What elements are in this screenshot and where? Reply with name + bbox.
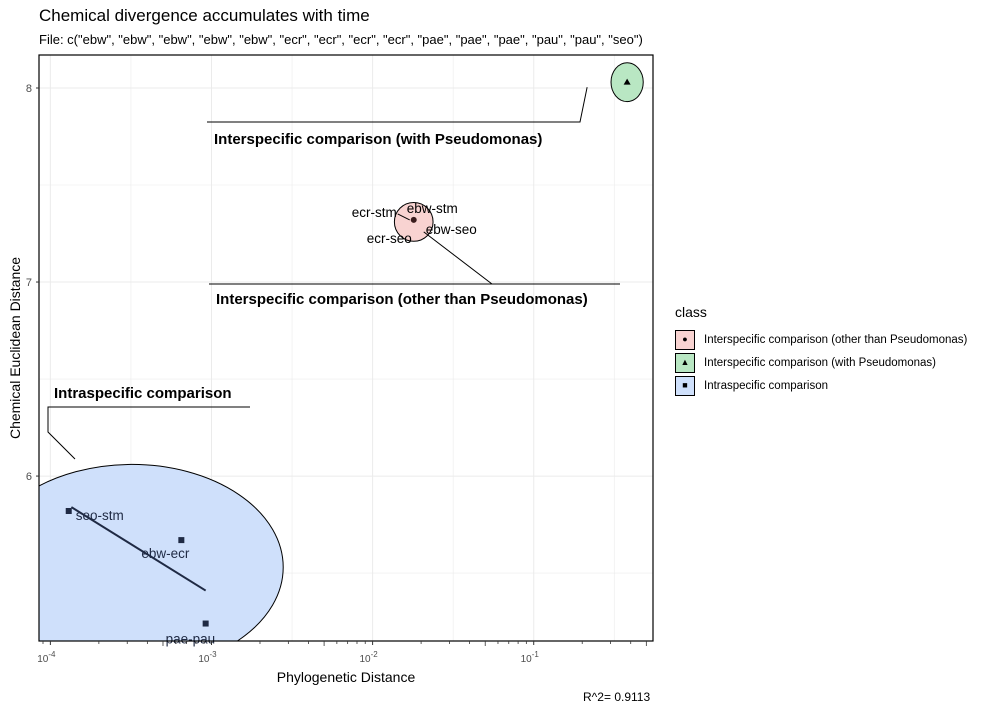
x-tick-label: 10-4 bbox=[37, 650, 56, 665]
y-axis-title: Chemical Euclidean Distance bbox=[7, 257, 23, 439]
point-label: ecr-stm bbox=[352, 205, 397, 220]
annotation-label-other: Interspecific comparison (other than Pse… bbox=[216, 291, 588, 308]
data-point-intra bbox=[65, 507, 72, 514]
point-label: ebw-ecr bbox=[141, 546, 190, 561]
ellipse-intra bbox=[39, 463, 284, 641]
legend-title: class bbox=[675, 304, 707, 320]
legend-label: Intraspecific comparison bbox=[704, 379, 828, 392]
x-axis-title: Phylogenetic Distance bbox=[277, 669, 416, 685]
label-connector bbox=[397, 213, 410, 221]
x-tick-label: 10-3 bbox=[198, 650, 217, 665]
legend-label: Interspecific comparison (other than Pse… bbox=[704, 333, 968, 346]
annotation-leader bbox=[207, 87, 588, 123]
data-point-intra bbox=[178, 537, 185, 544]
point-label: ecr-seo bbox=[367, 231, 412, 246]
data-point-pseudomonas bbox=[623, 78, 631, 85]
chart-title: Chemical divergence accumulates with tim… bbox=[39, 6, 370, 25]
fit-line bbox=[70, 506, 207, 592]
data-point-other bbox=[410, 216, 417, 223]
legend-item-pseudomonas: ▲ Interspecific comparison (with Pseudom… bbox=[675, 351, 967, 374]
point-label: ebw-seo bbox=[426, 222, 477, 237]
point-labels: seo-stm ebw-ecr pae-pau ecr-stm ebw-stm ebw-s… bbox=[76, 201, 477, 647]
r-squared-note: R^2= 0.9113 bbox=[583, 690, 651, 704]
points bbox=[65, 78, 631, 627]
y-tick-label: 7 bbox=[26, 277, 32, 289]
point-label: seo-stm bbox=[76, 508, 124, 523]
x-axis: 10-4 10-3 10-2 10-1 bbox=[37, 641, 647, 665]
ellipses bbox=[39, 62, 644, 641]
x-tick-label: 10-2 bbox=[359, 650, 378, 665]
y-tick-label: 8 bbox=[26, 83, 32, 95]
y-tick-label: 6 bbox=[26, 471, 32, 483]
x-tick-label: 10-1 bbox=[521, 650, 540, 665]
annotation-leader bbox=[209, 231, 620, 285]
annotation-leader bbox=[47, 406, 250, 460]
legend-item-intra: ■ Intraspecific comparison bbox=[675, 374, 967, 397]
annotation-label-with-pseudomonas: Interspecific comparison (with Pseudomon… bbox=[214, 131, 542, 148]
point-label: ebw-stm bbox=[407, 201, 458, 216]
point-label: pae-pau bbox=[166, 632, 216, 647]
annotation-label-intra: Intraspecific comparison bbox=[54, 385, 232, 402]
legend-label: Interspecific comparison (with Pseudomon… bbox=[704, 356, 937, 369]
legend-key-intra: ■ bbox=[675, 375, 695, 396]
legend: class ● Interspecific comparison (other … bbox=[675, 304, 967, 397]
legend-key-pseudomonas: ▲ bbox=[675, 352, 695, 373]
chart-subtitle: File: c("ebw", "ebw", "ebw", "ebw", "ebw… bbox=[39, 32, 643, 47]
data-point-intra bbox=[202, 620, 209, 627]
y-axis: 6 7 8 bbox=[26, 83, 39, 483]
panel-border bbox=[38, 54, 654, 642]
legend-key-other: ● bbox=[675, 329, 695, 350]
legend-item-other: ● Interspecific comparison (other than P… bbox=[675, 328, 967, 351]
